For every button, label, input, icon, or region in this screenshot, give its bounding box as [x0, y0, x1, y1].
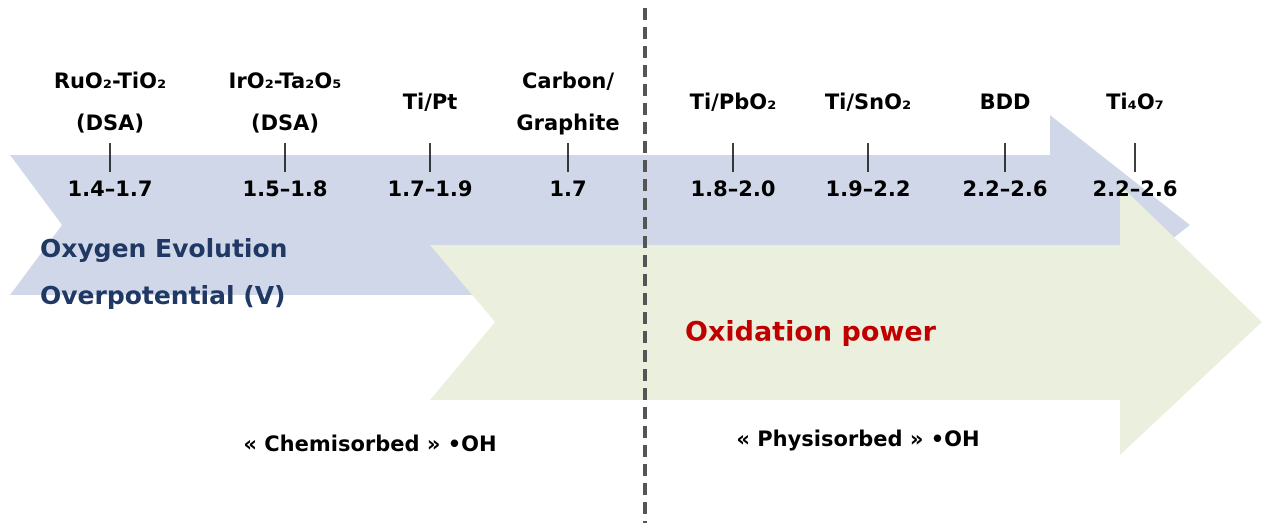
- electrode-label: IrO₂-Ta₂O₅: [229, 69, 342, 93]
- electrodes: RuO₂-TiO₂ (DSA) 1.4–1.7 IrO₂-Ta₂O₅ (DSA) 1.5–…: [54, 69, 1178, 201]
- oxidation-label: Oxidation power: [685, 317, 937, 348]
- electrode-label: Ti/SnO₂: [825, 90, 911, 114]
- region-label: « Physisorbed » •OH: [736, 427, 979, 451]
- electrode-range: 2.2–2.6: [963, 177, 1048, 201]
- electrode-label: Ti₄O₇: [1106, 90, 1164, 114]
- electrode-range: 1.7–1.9: [388, 177, 473, 201]
- electrode-label: Graphite: [516, 111, 619, 135]
- electrode-label: (DSA): [76, 111, 144, 135]
- oxygen-label: Oxygen Evolution: [40, 234, 287, 263]
- electrode-range: 1.4–1.7: [68, 177, 153, 201]
- electrode-label: Carbon/: [522, 69, 614, 93]
- electrode-range: 2.2–2.6: [1093, 177, 1178, 201]
- electrode-range: 1.5–1.8: [243, 177, 328, 201]
- electrode-range: 1.9–2.2: [826, 177, 911, 201]
- electrode-label: Ti/Pt: [403, 90, 458, 114]
- region-label: « Chemisorbed » •OH: [243, 432, 496, 456]
- electrode-range: 1.8–2.0: [691, 177, 776, 201]
- oxygen-label: Overpotential (V): [40, 281, 285, 310]
- electrode-range: 1.7: [549, 177, 586, 201]
- oxidation-arrow: [430, 185, 1262, 455]
- electrode-label: Ti/PbO₂: [690, 90, 777, 114]
- electrode-label: BDD: [980, 90, 1031, 114]
- electrode-label: (DSA): [251, 111, 319, 135]
- electrode-label: RuO₂-TiO₂: [54, 69, 166, 93]
